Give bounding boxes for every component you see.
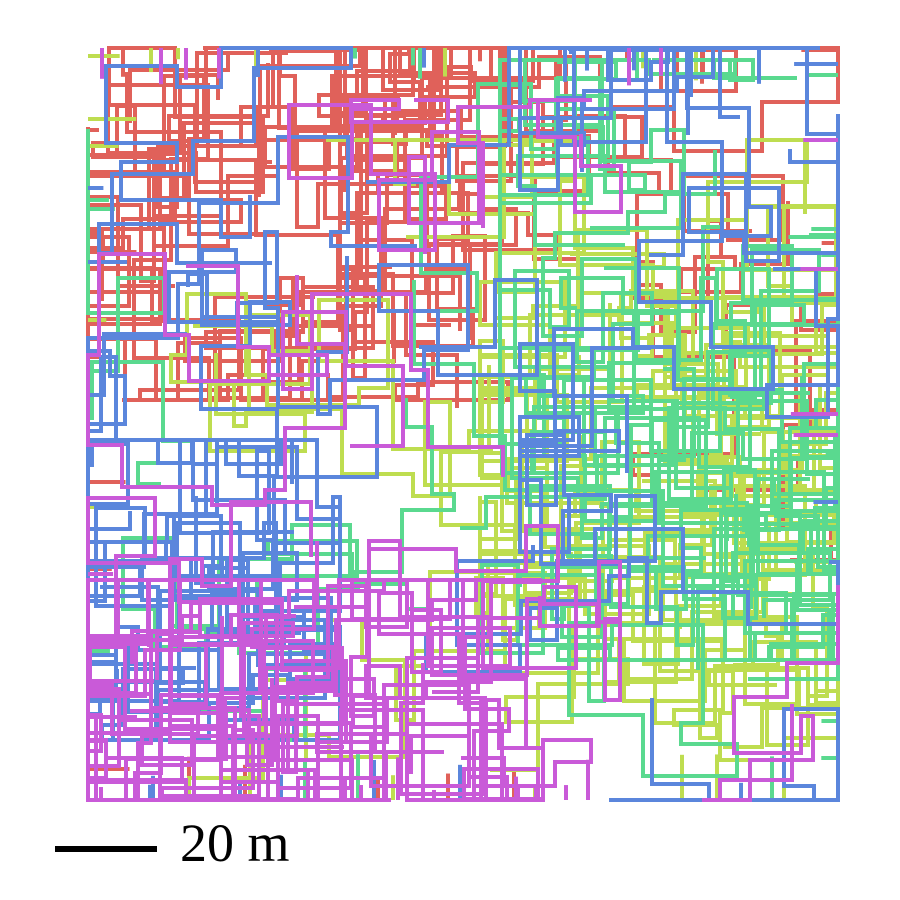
green-path-segment [556, 554, 840, 662]
red-path-segment [339, 46, 589, 331]
lime-path-segment [478, 448, 573, 630]
magenta-path-segment [86, 578, 335, 802]
blue-path-segment [649, 172, 840, 419]
lime-path-segment [603, 479, 838, 684]
blue-path-segment [86, 135, 417, 445]
magenta-path-segment [86, 578, 388, 802]
magenta-path [86, 48, 840, 802]
blue-path-segment [609, 698, 840, 802]
magenta-path-segment [377, 591, 593, 802]
green-path-segment [498, 117, 755, 588]
scale-bar: 20 m [55, 813, 290, 873]
magenta-path-segment [88, 681, 444, 802]
blue-path-segment [167, 230, 379, 479]
magenta-path-segment [370, 524, 622, 702]
blue-path-segment [191, 438, 342, 740]
green-path-segment [559, 244, 840, 459]
scale-bar-label: 20 m [180, 813, 290, 873]
green-path-segment [412, 280, 810, 523]
blue-path-segment [316, 256, 539, 416]
green-path-segment [607, 418, 840, 662]
magenta-path-segment [281, 292, 505, 477]
blue-path-segment [518, 415, 657, 642]
blue-path-segment [648, 46, 840, 269]
magenta-path-segment [287, 98, 481, 254]
magenta-path-segment [168, 613, 386, 802]
blue-path-segment [118, 438, 342, 651]
red-path-segment [404, 85, 513, 408]
red-path-segment [261, 46, 483, 402]
path-network [86, 46, 840, 802]
magenta-path-segment [86, 252, 347, 507]
magenta-path-segment [364, 578, 542, 700]
magenta-path-segment [88, 683, 471, 802]
green-path-segment [604, 266, 806, 429]
magenta-path-segment [168, 539, 511, 802]
green-path-segment [541, 150, 718, 362]
magenta-path-segment [86, 496, 201, 784]
lime-path-segment [605, 587, 794, 762]
magenta-path-segment [702, 585, 840, 802]
